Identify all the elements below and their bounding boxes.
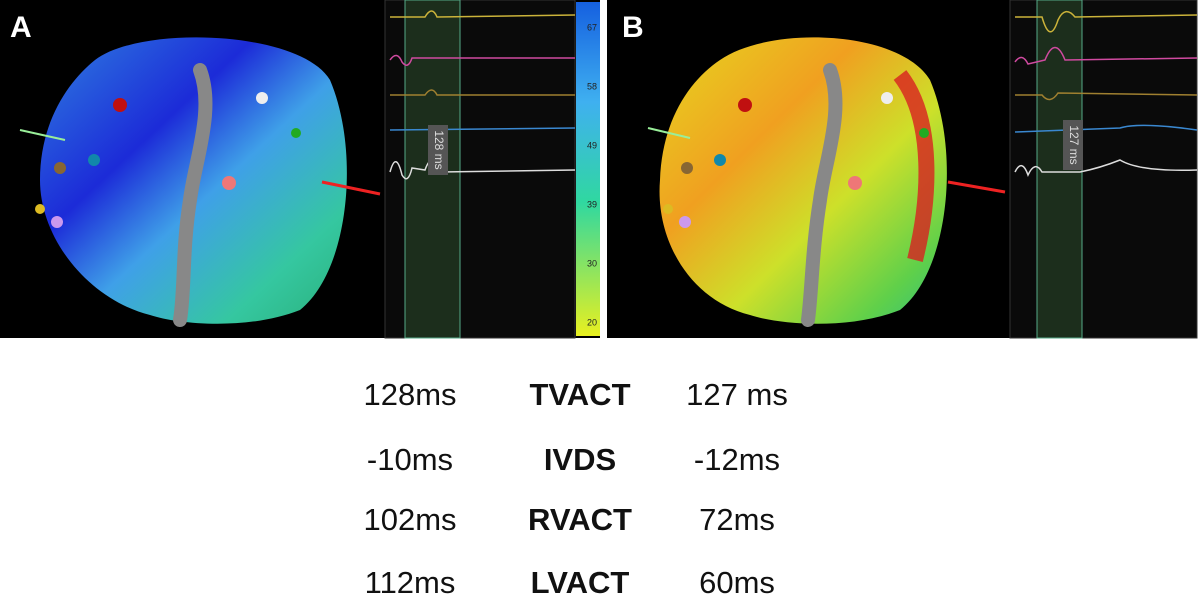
- marker-label: 128 ms: [432, 130, 446, 169]
- axis-line: [19, 129, 66, 141]
- marker: [919, 128, 929, 138]
- metric-name: RVACT: [528, 502, 632, 537]
- colorbar-tick-label: 49: [587, 140, 597, 150]
- marker-box: [1063, 120, 1083, 170]
- colorbar-tick-label: 58: [587, 81, 597, 91]
- axis-line: [321, 180, 381, 196]
- colorbar-tick-label: 39: [587, 199, 597, 209]
- metric-name: LVACT: [531, 565, 630, 600]
- marker: [88, 154, 100, 166]
- panel-label: A: [10, 11, 32, 44]
- marker-label: 127 ms: [1067, 125, 1081, 164]
- marker: [256, 92, 268, 104]
- marker: [54, 162, 66, 174]
- colorbar-tick-label: 67: [587, 22, 597, 32]
- marker: [714, 154, 726, 166]
- late-region: [893, 70, 935, 262]
- metric-value: -10ms: [367, 442, 453, 477]
- metric-name: IVDS: [544, 442, 616, 477]
- colorbar: [576, 2, 600, 336]
- marker: [51, 216, 63, 228]
- vessel: [173, 63, 213, 327]
- metric-value: 60ms: [699, 565, 775, 600]
- marker: [681, 162, 693, 174]
- marker: [738, 98, 752, 112]
- marker: [848, 176, 862, 190]
- colorbar-tick-label: 30: [587, 258, 597, 268]
- marker: [222, 176, 236, 190]
- traces: [1014, 11, 1198, 177]
- marker: [663, 204, 673, 214]
- panel-label: B: [622, 11, 644, 44]
- metric-value: 127 ms: [686, 377, 788, 412]
- marker: [113, 98, 127, 112]
- heart-map: [659, 37, 947, 324]
- metric-value: 102ms: [363, 502, 456, 537]
- axis-line: [947, 180, 1006, 194]
- vessel: [801, 63, 843, 327]
- colorbar-tick-label: 20: [587, 317, 597, 327]
- metric-value: -12ms: [694, 442, 780, 477]
- metric-value: 72ms: [699, 502, 775, 537]
- marker: [35, 204, 45, 214]
- metric-value: 112ms: [365, 565, 456, 600]
- marker: [291, 128, 301, 138]
- marker: [679, 216, 691, 228]
- metric-name: TVACT: [529, 377, 630, 412]
- marker: [881, 92, 893, 104]
- metric-value: 128ms: [363, 377, 456, 412]
- axis-line: [647, 127, 691, 139]
- marker-box: [428, 125, 448, 175]
